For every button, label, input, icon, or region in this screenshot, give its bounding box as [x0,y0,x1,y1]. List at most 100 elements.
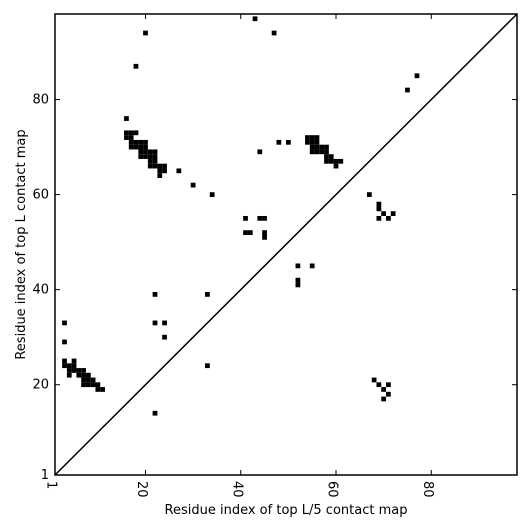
contact-point [152,158,158,164]
contact-point [152,163,158,169]
contact-point [124,116,129,121]
plot-frame [54,13,518,476]
contact-point [257,215,263,221]
contact-point [66,372,72,378]
contact-point [143,139,148,145]
contact-point [309,149,315,155]
contact-point [128,139,134,145]
contact-point [71,363,77,369]
contact-point [295,282,301,288]
y-tick-label: 20 [32,378,49,393]
contact-point [143,149,148,155]
contact-point [152,320,158,326]
contact-point [81,368,86,373]
contact-point [376,206,382,212]
contact-point [295,277,301,283]
contact-point [390,211,396,216]
x-tick-label: 20 [134,481,149,498]
contact-point [190,182,196,188]
contact-point [147,149,153,155]
x-tick-label: 40 [229,481,244,498]
contact-point [314,144,320,150]
y-axis-ticks: 1 20 40 60 80 [32,93,517,483]
contact-point [333,163,339,169]
contact-point [90,377,96,383]
contact-point [319,149,325,155]
contact-point [328,158,334,164]
y-tick-label: 80 [32,93,49,108]
contact-point [157,173,163,178]
contact-point [262,234,267,240]
contact-point [147,163,153,169]
contact-point [257,149,263,155]
contact-point [333,158,339,164]
contact-point [76,368,82,373]
y-axis-label: Residue index of top L contact map [14,129,29,359]
x-tick-label: 1 [44,481,59,489]
contact-point [262,230,267,235]
contact-point [71,368,77,373]
contact-point [319,144,325,150]
contact-point [247,230,253,235]
y-tick-label: 1 [41,468,49,483]
contact-point [386,215,391,221]
contact-point [381,387,387,392]
contact-point [324,149,329,155]
contact-point [76,372,82,378]
contact-point [176,168,182,174]
contact-point [62,363,67,369]
contact-point [286,139,291,145]
contact-point [133,63,139,69]
contact-point [81,382,86,388]
contact-point [309,144,315,150]
x-axis-label: Residue index of top L/5 contact map [165,503,408,518]
contact-point [66,363,72,369]
contact-point [366,192,372,197]
contact-point [147,154,153,159]
contact-point [143,30,148,36]
contact-point [152,292,158,297]
contact-point [386,382,391,388]
contact-point [138,149,144,155]
contact-point [162,163,167,169]
contact-point [162,320,167,326]
contact-point [205,292,210,297]
contact-point [262,215,267,221]
contact-point [85,382,91,388]
contact-point [305,135,310,140]
contact-point [95,382,101,388]
contact-point [243,230,248,235]
contact-point [386,391,391,397]
contact-point [243,215,248,221]
contact-point [309,135,315,140]
contact-point [381,211,387,216]
contact-point [62,320,67,326]
contact-point [314,139,320,145]
contact-point [405,87,410,93]
contact-point [324,144,329,150]
contact-point [314,149,320,155]
contact-point [252,16,258,22]
contact-point [324,154,329,159]
contact-point [157,163,163,169]
contact-point [147,158,153,164]
x-tick-label: 60 [325,481,340,498]
contact-point [95,387,101,392]
contact-point [62,339,67,345]
contact-point [414,73,420,79]
contact-point [143,144,148,150]
contact-point [138,154,144,159]
contact-point [128,144,134,150]
contact-point [133,139,139,145]
contact-point [371,377,377,383]
contact-point [90,382,96,388]
contact-point [152,154,158,159]
contact-point [85,372,91,378]
contact-point [124,130,129,136]
contact-point [376,201,382,207]
contact-point [209,192,215,197]
contact-point [314,135,320,140]
contact-point [309,263,315,269]
contact-point [100,387,106,392]
